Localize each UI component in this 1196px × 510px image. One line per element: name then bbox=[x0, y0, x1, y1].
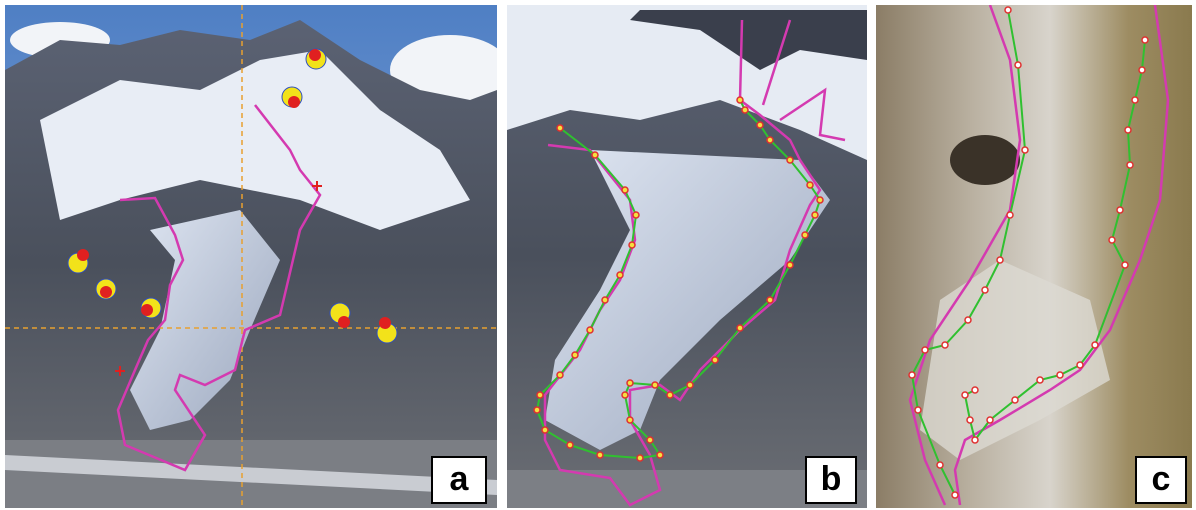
marker bbox=[557, 372, 563, 378]
marker bbox=[587, 327, 593, 333]
panel-a-photo bbox=[5, 5, 510, 508]
marker bbox=[1012, 397, 1018, 403]
marker bbox=[742, 107, 748, 113]
marker bbox=[1092, 342, 1098, 348]
marker bbox=[627, 380, 633, 386]
figure: a b c bbox=[0, 0, 1196, 510]
marker bbox=[1127, 162, 1133, 168]
marker bbox=[802, 232, 808, 238]
marker bbox=[787, 262, 793, 268]
marker bbox=[909, 372, 915, 378]
marker bbox=[647, 437, 653, 443]
marker bbox=[629, 242, 635, 248]
marker bbox=[712, 357, 718, 363]
panel-label: a bbox=[450, 460, 470, 498]
marker bbox=[597, 452, 603, 458]
panel-b-photo bbox=[507, 5, 867, 508]
marker bbox=[962, 392, 968, 398]
marker bbox=[652, 382, 658, 388]
marker bbox=[1022, 147, 1028, 153]
marker bbox=[1057, 372, 1063, 378]
marker bbox=[1037, 377, 1043, 383]
marker bbox=[537, 392, 543, 398]
marker bbox=[1125, 127, 1131, 133]
marker bbox=[767, 137, 773, 143]
marker bbox=[982, 287, 988, 293]
marker bbox=[737, 97, 743, 103]
marker bbox=[1005, 7, 1011, 13]
marker bbox=[1077, 362, 1083, 368]
marker bbox=[967, 417, 973, 423]
marker bbox=[667, 392, 673, 398]
marker bbox=[942, 342, 948, 348]
marker bbox=[737, 325, 743, 331]
marker bbox=[1142, 37, 1148, 43]
marker bbox=[592, 152, 598, 158]
marker bbox=[1015, 62, 1021, 68]
marker bbox=[965, 317, 971, 323]
marker bbox=[1132, 97, 1138, 103]
marker bbox=[972, 437, 978, 443]
marker bbox=[657, 452, 663, 458]
marker bbox=[987, 417, 993, 423]
marker bbox=[572, 352, 578, 358]
marker bbox=[617, 272, 623, 278]
marker bbox=[602, 297, 608, 303]
marker bbox=[997, 257, 1003, 263]
marker bbox=[767, 297, 773, 303]
marker bbox=[787, 157, 793, 163]
marker bbox=[1139, 67, 1145, 73]
marker bbox=[542, 427, 548, 433]
marker bbox=[687, 382, 693, 388]
marker bbox=[757, 122, 763, 128]
marker bbox=[622, 187, 628, 193]
marker bbox=[1007, 212, 1013, 218]
marker bbox=[1109, 237, 1115, 243]
marker bbox=[1122, 262, 1128, 268]
marker bbox=[1117, 207, 1123, 213]
marker bbox=[812, 212, 818, 218]
marker bbox=[915, 407, 921, 413]
marker bbox=[922, 347, 928, 353]
marker bbox=[622, 392, 628, 398]
marker bbox=[557, 125, 563, 131]
panel-label: c bbox=[1152, 460, 1171, 498]
marker bbox=[972, 387, 978, 393]
panel-label: b bbox=[821, 460, 842, 498]
marker bbox=[637, 455, 643, 461]
marker bbox=[937, 462, 943, 468]
marker bbox=[633, 212, 639, 218]
marker bbox=[627, 417, 633, 423]
marker bbox=[952, 492, 958, 498]
marker bbox=[534, 407, 540, 413]
marker bbox=[807, 182, 813, 188]
marker bbox=[817, 197, 823, 203]
panel-c-photo bbox=[876, 5, 1192, 508]
marker bbox=[567, 442, 573, 448]
